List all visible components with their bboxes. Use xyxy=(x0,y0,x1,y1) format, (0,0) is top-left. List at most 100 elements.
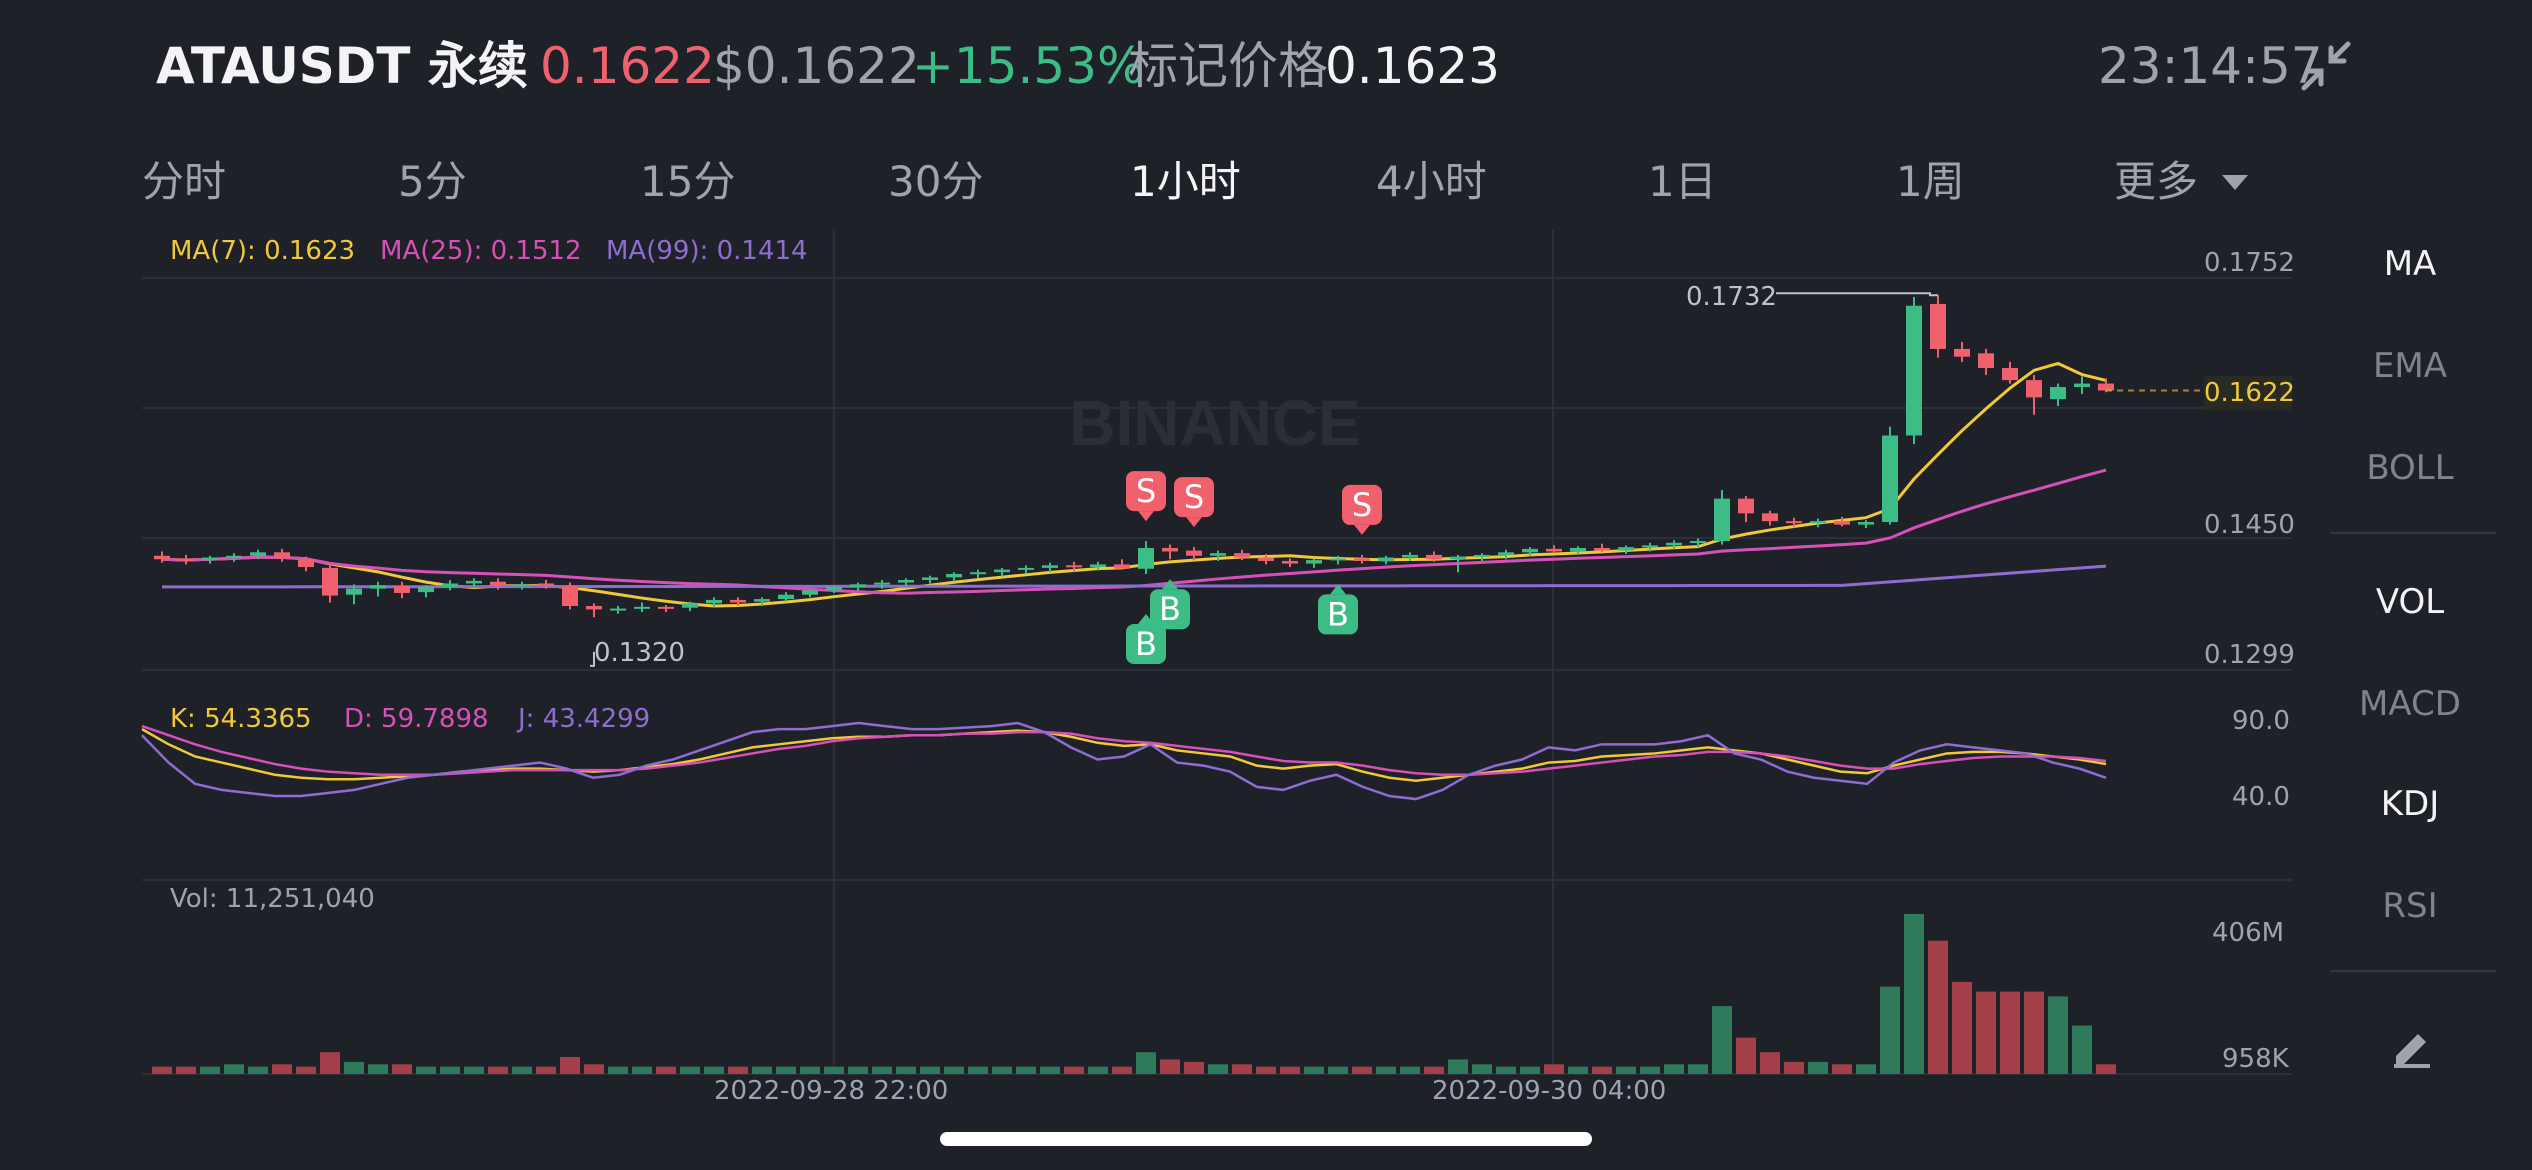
tab-1d[interactable]: 1日 xyxy=(1648,157,1717,206)
tab-timeline[interactable]: 分时 xyxy=(142,157,227,206)
volume-bar xyxy=(2096,1064,2116,1074)
marker-pointer xyxy=(1162,579,1178,590)
candle-body xyxy=(898,580,914,583)
kdj-tick-90: 90.0 xyxy=(2232,706,2290,736)
candle-body xyxy=(1330,558,1346,561)
tab-more[interactable]: 更多 xyxy=(2114,157,2199,206)
sell-marker xyxy=(1174,477,1214,518)
candle-body xyxy=(1210,553,1226,556)
volume-bar xyxy=(1880,986,1900,1074)
volume-bar xyxy=(560,1057,580,1074)
candle-body xyxy=(922,577,938,581)
candle-body xyxy=(1522,548,1538,553)
candle-body xyxy=(1954,348,1970,357)
symbol-title[interactable]: ATAUSDT 永续 xyxy=(156,37,528,95)
candle-body xyxy=(226,555,242,558)
candle-body xyxy=(1642,545,1658,548)
volume-bar xyxy=(368,1064,388,1074)
volume-bar xyxy=(392,1064,412,1074)
candle-body xyxy=(1090,564,1106,568)
time-tick-2: 2022-09-30 04:00 xyxy=(1432,1076,1667,1106)
candle-body xyxy=(418,586,434,593)
volume-bar xyxy=(1040,1066,1060,1074)
low-leader-line xyxy=(590,651,595,667)
candle-body xyxy=(1546,548,1562,552)
volume-bar xyxy=(656,1066,676,1074)
legend-vol: Vol: 11,251,040 xyxy=(170,884,375,914)
volume-bar xyxy=(1448,1059,1468,1074)
legend-ma99: MA(99): 0.1414 xyxy=(606,236,808,266)
candle-body xyxy=(1738,498,1754,514)
candle-body xyxy=(1450,556,1466,560)
kdj-j-line xyxy=(141,721,2107,801)
candle-body xyxy=(538,583,554,587)
candle-body xyxy=(1618,547,1634,551)
candle-body xyxy=(1234,553,1250,558)
chevron-down-icon[interactable] xyxy=(2220,172,2250,192)
mark-price: 0.1623 xyxy=(1325,37,1500,95)
candle-body xyxy=(850,584,866,587)
candle-body xyxy=(1162,547,1178,552)
volume-bar xyxy=(344,1061,364,1074)
pencil-draw-icon[interactable] xyxy=(2388,1020,2438,1070)
vol-tick-max: 406M xyxy=(2212,918,2285,948)
volume-bar xyxy=(1904,914,1924,1074)
indicator-macd[interactable]: MACD xyxy=(2359,684,2461,724)
volume-bar xyxy=(1208,1064,1228,1074)
candle-body xyxy=(1666,542,1682,546)
volume-bar xyxy=(1088,1066,1108,1074)
candle-body xyxy=(1498,552,1514,555)
volume-bar xyxy=(2024,991,2044,1074)
tab-1h[interactable]: 1小时 xyxy=(1130,157,1241,206)
volume-bar xyxy=(1400,1066,1420,1074)
indicator-rsi[interactable]: RSI xyxy=(2382,886,2438,926)
volume-bar xyxy=(1736,1037,1756,1074)
volume-bar xyxy=(800,1066,820,1074)
volume-bar xyxy=(1112,1066,1132,1074)
candle-body xyxy=(346,588,362,595)
tab-30m[interactable]: 30分 xyxy=(888,157,984,206)
candle-body xyxy=(682,603,698,608)
candle-body xyxy=(1378,557,1394,561)
tab-1w[interactable]: 1周 xyxy=(1896,157,1965,206)
candle-body xyxy=(1282,560,1298,564)
volume-bar xyxy=(1496,1066,1516,1074)
volume-bar xyxy=(1472,1064,1492,1074)
candle-body xyxy=(1186,550,1202,556)
candle-body xyxy=(1474,554,1490,557)
tab-15m[interactable]: 15分 xyxy=(640,157,736,206)
indicator-boll[interactable]: BOLL xyxy=(2366,448,2454,488)
indicator-ema[interactable]: EMA xyxy=(2372,346,2448,386)
candle-body xyxy=(274,552,290,559)
candle-body xyxy=(370,585,386,589)
candle-body xyxy=(2002,367,2018,381)
volume-bar xyxy=(440,1066,460,1074)
volume-bar xyxy=(1136,1052,1156,1074)
candle-body xyxy=(490,581,506,586)
volume-bar xyxy=(320,1052,340,1074)
tab-4h[interactable]: 4小时 xyxy=(1376,157,1487,206)
indicator-kdj[interactable]: KDJ xyxy=(2380,784,2440,824)
vol-tick-min: 958K xyxy=(2222,1044,2289,1074)
collapse-arrows-icon[interactable] xyxy=(2298,38,2354,94)
indicator-ma[interactable]: MA xyxy=(2383,244,2437,284)
indicator-vol[interactable]: VOL xyxy=(2375,582,2445,622)
last-price: 0.1622 xyxy=(540,37,715,95)
candle-body xyxy=(1858,522,1874,525)
kdj-tick-40: 40.0 xyxy=(2232,782,2290,812)
volume-bar xyxy=(296,1066,316,1074)
candlesticks xyxy=(154,295,2114,618)
chart-annotations xyxy=(590,292,2204,667)
marker-label: S xyxy=(1352,486,1372,524)
candle-body xyxy=(2074,383,2090,388)
high-leader-line xyxy=(1776,292,1938,297)
candle-body xyxy=(442,583,458,587)
tab-5m[interactable]: 5分 xyxy=(398,157,467,206)
volume-bar xyxy=(2000,991,2020,1074)
volume-bar xyxy=(1832,1064,1852,1074)
candle-body xyxy=(2050,387,2066,400)
binance-watermark: BINANCE xyxy=(1069,387,1361,459)
kdj-lines xyxy=(141,721,2107,801)
volume-bar xyxy=(2072,1025,2092,1074)
